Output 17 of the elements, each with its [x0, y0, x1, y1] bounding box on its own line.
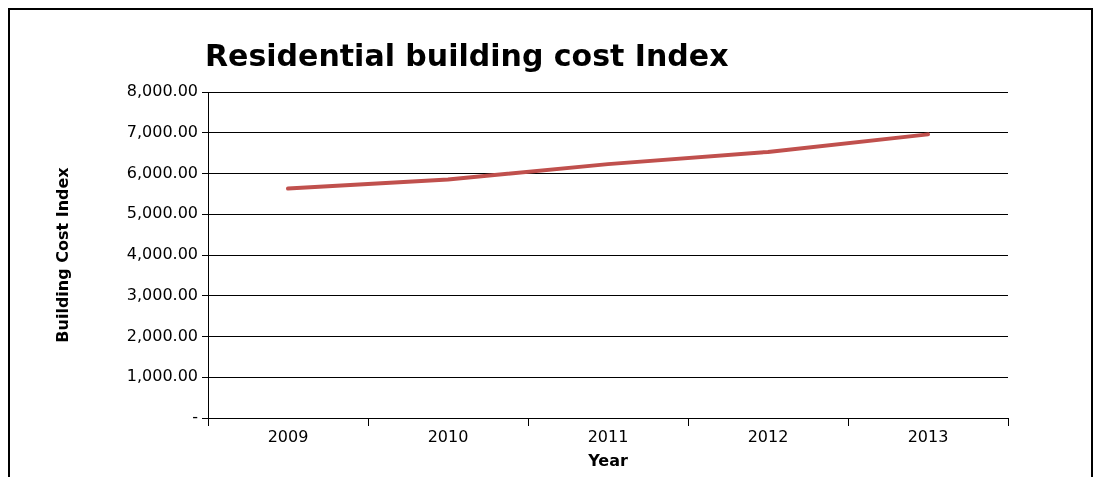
y-tick-label: 5,000.00	[126, 203, 198, 223]
x-tick-label: 2011	[587, 426, 629, 446]
y-tick-label: 7,000.00	[126, 121, 198, 141]
y-tick-label: 6,000.00	[126, 162, 198, 182]
x-tick-label: 2010	[427, 426, 469, 446]
x-tick-label: 2013	[907, 426, 949, 446]
x-tick-label: 2012	[747, 426, 789, 446]
y-tick-label: 2,000.00	[126, 325, 198, 345]
y-tick-label: 4,000.00	[126, 244, 198, 264]
x-tick-label: 2009	[267, 426, 309, 446]
y-tick-label: 3,000.00	[126, 284, 198, 304]
y-axis-title: Building Cost Index	[52, 166, 72, 343]
chart-title: Residential building cost Index	[205, 38, 729, 73]
y-tick-label: 8,000.00	[126, 81, 198, 101]
y-tick-label: -	[192, 407, 198, 427]
y-tick-label: 1,000.00	[126, 366, 198, 386]
x-axis-title: Year	[587, 450, 628, 470]
